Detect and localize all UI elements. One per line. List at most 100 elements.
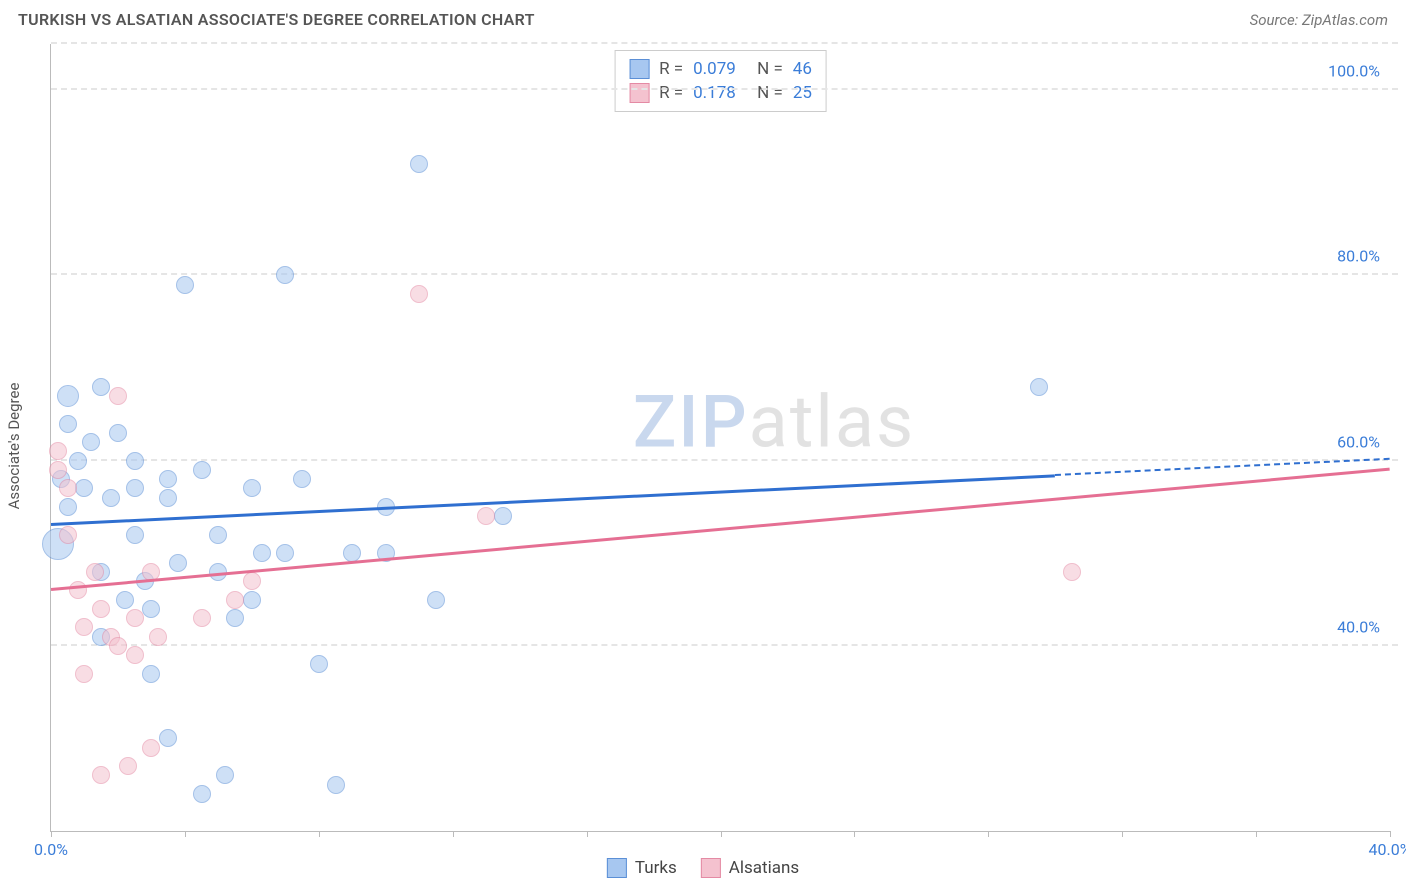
legend-label: Turks (635, 858, 677, 878)
data-point (159, 489, 177, 507)
legend-r-label: R = (659, 83, 683, 103)
data-point (293, 470, 311, 488)
data-point (226, 591, 244, 609)
data-point (243, 591, 261, 609)
data-point (477, 507, 495, 525)
legend-row: R = 0.178N = 25 (629, 81, 812, 105)
data-point (75, 618, 93, 636)
data-point (226, 609, 244, 627)
legend-row: R = 0.079 N = 46 (629, 57, 812, 81)
data-point (109, 424, 127, 442)
data-point (59, 479, 77, 497)
x-tick (185, 831, 186, 837)
data-point (142, 665, 160, 683)
legend-n-label: N = (757, 59, 783, 79)
data-point (193, 609, 211, 627)
data-point (82, 433, 100, 451)
gridline (51, 42, 1398, 44)
legend-item: Alsatians (701, 858, 799, 878)
data-point (410, 155, 428, 173)
data-point (59, 498, 77, 516)
trend-line (51, 474, 1055, 525)
data-point (169, 554, 187, 572)
data-point (109, 637, 127, 655)
data-point (102, 489, 120, 507)
data-point (410, 285, 428, 303)
data-point (126, 526, 144, 544)
x-tick (988, 831, 989, 837)
data-point (109, 387, 127, 405)
legend-r-value: 0.079 (693, 59, 747, 79)
data-point (310, 655, 328, 673)
x-tick (1256, 831, 1257, 837)
data-point (59, 415, 77, 433)
data-point (243, 572, 261, 590)
legend-n-value: 46 (793, 59, 812, 79)
data-point (49, 461, 67, 479)
data-point (494, 507, 512, 525)
x-tick (319, 831, 320, 837)
x-tick (1390, 831, 1391, 837)
data-point (193, 785, 211, 803)
y-tick-label: 100.0% (1326, 62, 1382, 81)
gridline (51, 273, 1398, 275)
data-point (126, 609, 144, 627)
data-point (92, 378, 110, 396)
legend-swatch (629, 83, 649, 103)
y-tick-label: 80.0% (1335, 247, 1382, 266)
source-label: Source: ZipAtlas.com (1250, 11, 1388, 29)
x-tick (854, 831, 855, 837)
data-point (126, 646, 144, 664)
gridline (51, 88, 1398, 90)
data-point (116, 591, 134, 609)
data-point (209, 526, 227, 544)
y-tick-label: 40.0% (1335, 617, 1382, 636)
x-tick-label: 40.0% (1369, 840, 1406, 859)
data-point (75, 665, 93, 683)
legend-label: Alsatians (729, 858, 799, 878)
data-point (176, 276, 194, 294)
x-tick-label: 0.0% (34, 840, 68, 859)
data-point (193, 461, 211, 479)
y-tick-label: 60.0% (1335, 432, 1382, 451)
x-tick (453, 831, 454, 837)
data-point (75, 479, 93, 497)
legend-r-label: R = (659, 59, 683, 79)
data-point (253, 544, 271, 562)
data-point (1063, 563, 1081, 581)
data-point (59, 526, 77, 544)
data-point (49, 442, 67, 460)
data-point (159, 729, 177, 747)
data-point (216, 766, 234, 784)
data-point (57, 385, 79, 407)
data-point (119, 757, 137, 775)
data-point (243, 479, 261, 497)
legend-r-value: 0.178 (693, 83, 747, 103)
series-legend: Turks Alsatians (607, 858, 799, 878)
y-axis-label: Associate's Degree (5, 383, 23, 510)
legend-swatch (701, 858, 721, 878)
data-point (126, 452, 144, 470)
legend-n-value: 25 (793, 83, 812, 103)
data-point (92, 600, 110, 618)
data-point (69, 452, 87, 470)
x-tick (721, 831, 722, 837)
data-point (126, 479, 144, 497)
data-point (142, 600, 160, 618)
x-tick (51, 831, 52, 837)
correlation-legend: R = 0.079 N = 46R = 0.178N = 25 (614, 50, 827, 112)
chart-title: TURKISH VS ALSATIAN ASSOCIATE'S DEGREE C… (18, 10, 535, 29)
data-point (159, 470, 177, 488)
x-tick (587, 831, 588, 837)
data-point (276, 544, 294, 562)
data-point (327, 776, 345, 794)
scatter-chart: ZIPatlas R = 0.079N = 46R = 0.178N = 25 … (50, 44, 1390, 832)
gridline (51, 459, 1398, 461)
watermark: ZIPatlas (633, 379, 915, 464)
legend-swatch (607, 858, 627, 878)
gridline (51, 644, 1398, 646)
legend-swatch (629, 59, 649, 79)
data-point (149, 628, 167, 646)
legend-item: Turks (607, 858, 677, 878)
data-point (276, 266, 294, 284)
